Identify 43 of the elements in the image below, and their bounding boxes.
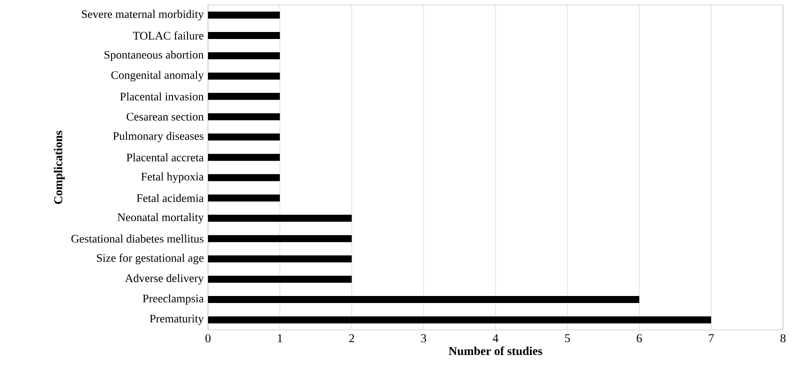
bar bbox=[208, 316, 712, 324]
bar bbox=[208, 134, 280, 141]
x-tick-label: 2 bbox=[349, 334, 354, 342]
bar bbox=[208, 174, 280, 182]
y-tick-label: Prematurity bbox=[150, 314, 204, 325]
bar bbox=[208, 92, 280, 100]
bar bbox=[208, 296, 640, 304]
y-tick-label: Congenital anomaly bbox=[111, 70, 204, 82]
x-axis-title: Number of studies bbox=[448, 346, 542, 356]
bar bbox=[208, 154, 280, 161]
bar bbox=[208, 52, 280, 60]
y-tick-label: Pulmonary diseases bbox=[113, 132, 204, 142]
y-tick-label: Placental accreta bbox=[126, 153, 204, 162]
x-tick-label: 6 bbox=[636, 334, 642, 342]
x-tick-label: 3 bbox=[421, 334, 426, 342]
y-tick-label: Severe maternal morbidity bbox=[82, 10, 204, 20]
bar bbox=[208, 235, 352, 242]
y-tick-label: Spontaneous abortion bbox=[104, 50, 204, 61]
y-tick-label: Neonatal mortality bbox=[118, 213, 204, 224]
bar bbox=[208, 276, 352, 283]
x-tick-label: 8 bbox=[780, 334, 786, 342]
bar bbox=[208, 32, 280, 39]
y-tick-label: Preeclampsia bbox=[142, 294, 204, 305]
y-tick-label: Placental invasion bbox=[120, 92, 204, 100]
y-tick-label: Size for gestational age bbox=[96, 254, 204, 264]
y-tick-label: Gestational diabetes mellitus bbox=[71, 234, 204, 243]
bar bbox=[208, 194, 280, 202]
y-tick-label: TOLAC failure bbox=[133, 31, 204, 40]
bar bbox=[208, 12, 280, 19]
x-tick-label: 5 bbox=[565, 334, 570, 342]
x-tick-label: 4 bbox=[492, 334, 498, 342]
x-tick-label: 7 bbox=[708, 334, 714, 342]
x-tick-label: 0 bbox=[205, 334, 211, 342]
x-tick-label: 1 bbox=[278, 334, 282, 342]
bar bbox=[208, 113, 280, 120]
bar bbox=[208, 214, 352, 222]
y-axis-title: Complications bbox=[54, 130, 65, 204]
y-tick-label: Adverse delivery bbox=[125, 274, 204, 284]
y-tick-label: Fetal hypoxia bbox=[141, 172, 204, 183]
bar bbox=[208, 72, 280, 80]
y-tick-label: Cesarean section bbox=[126, 112, 204, 121]
y-tick-label: Fetal acidemia bbox=[136, 194, 204, 202]
bar bbox=[208, 255, 352, 262]
